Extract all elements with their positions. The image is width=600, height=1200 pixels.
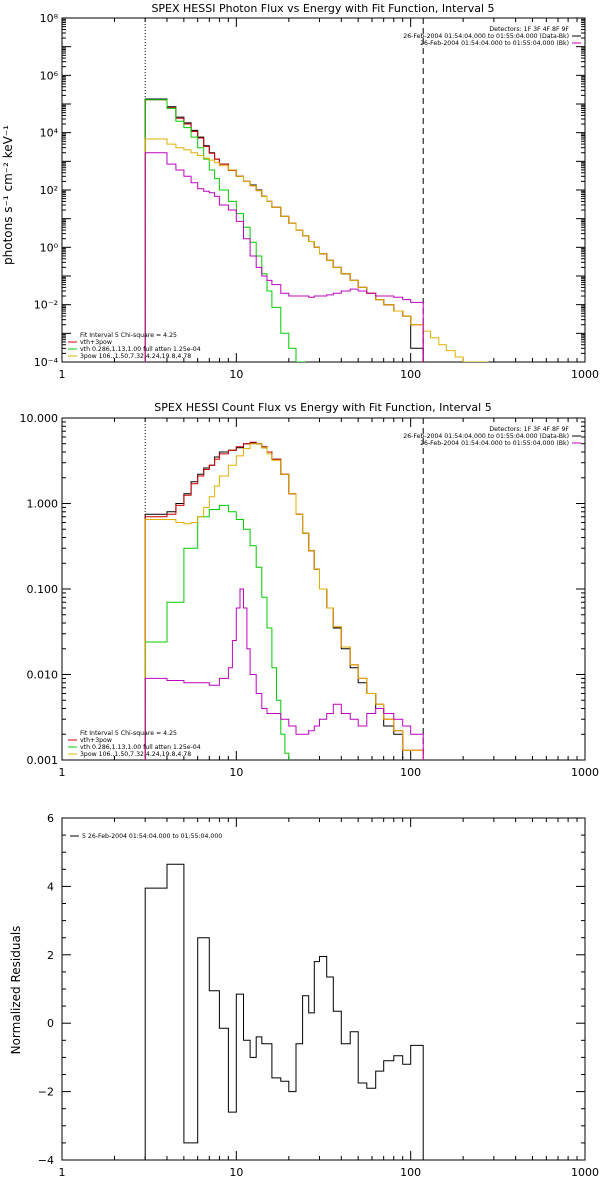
x-tick-label: 1 <box>59 368 66 381</box>
x-tick-label: 1000 <box>571 368 599 381</box>
x-tick-label: 10 <box>229 1166 243 1179</box>
x-tick-label: 10 <box>229 368 243 381</box>
y-tick-label: 1.000 <box>27 498 59 511</box>
y-tick-label: 6 <box>47 812 54 825</box>
y-tick-label: 0.010 <box>27 669 59 682</box>
y-tick-label: −4 <box>38 1154 54 1167</box>
x-tick-label: 100 <box>400 368 421 381</box>
y-tick-label: −2 <box>38 1086 54 1099</box>
y-tick-label: 2 <box>47 949 54 962</box>
x-tick-label: 1 <box>59 766 66 779</box>
y-tick-label: 10.000 <box>20 412 59 425</box>
x-tick-label: 100 <box>400 1166 421 1179</box>
series-line <box>144 441 424 760</box>
legend-text: Detectors: 1F 3F 4F 8F 9F <box>489 426 569 433</box>
x-tick-label: 100 <box>400 766 421 779</box>
series-group <box>144 441 424 760</box>
residuals-panel: Normalized Residuals 1 10 100 1000 −4 −2 0 2 4 6 5… <box>9 812 599 1179</box>
legend-text: Fit Interval 5 Chi-square = 4.25 <box>80 730 177 737</box>
legend-text: 3pow 106.,1.50,7.32,4.24,19.8,4.78 <box>80 353 191 360</box>
legend-text: vth+3pow <box>80 339 112 346</box>
x-tick-label: 1 <box>59 1166 66 1179</box>
x-tick-label: 1000 <box>571 766 599 779</box>
legend-text: Detectors: 1F 3F 4F 8F 9F <box>489 26 569 33</box>
y-tick-label: 10⁰ <box>40 241 59 254</box>
y-tick-label: 10⁶ <box>40 69 59 82</box>
series-line <box>144 99 424 362</box>
series-line <box>144 443 424 760</box>
legend-text: vth 0.286,1.13,1.00 full atten 1.25e-04 <box>80 744 201 751</box>
legend-text: 26-Feb-2004 01:54:04.000 to 01:55:04.000… <box>420 440 569 447</box>
legend-text: Fit Interval 5 Chi-square = 4.25 <box>80 332 177 339</box>
y-tick-label: 0 <box>47 1017 54 1030</box>
count-flux-panel: SPEX HESSI Count Flux vs Energy with Fit… <box>20 401 600 779</box>
y-tick-label: 4 <box>47 880 54 893</box>
y-tick-label: 10⁻⁴ <box>34 356 59 369</box>
series-group <box>144 863 424 1160</box>
legend-text: 3pow 106.,1.50,7.32,4.24,19.8,4.78 <box>80 751 191 758</box>
chart-title: SPEX HESSI Photon Flux vs Energy with Fi… <box>151 2 494 15</box>
y-axis-label: Normalized Residuals <box>9 926 23 1055</box>
x-tick-label: 1000 <box>571 1166 599 1179</box>
plot-frame <box>61 17 586 363</box>
y-axis-label: photons s⁻¹ cm⁻² keV⁻¹ <box>1 125 15 265</box>
series-line <box>144 152 424 362</box>
series-line <box>144 588 424 760</box>
y-tick-label: 10² <box>40 184 58 197</box>
y-tick-label: 10⁸ <box>40 12 59 25</box>
legend-text: 26-Feb-2004 01:54:04.000 to 01:55:04.000… <box>420 40 569 47</box>
legend-text: 5 26-Feb-2004 01:54:04.000 to 01:55:04.0… <box>82 833 222 840</box>
photon-flux-panel: SPEX HESSI Photon Flux vs Energy with Fi… <box>1 2 599 381</box>
legend-text: 26-Feb-2004 01:54:04.000 to 01:55:04.000… <box>403 33 569 40</box>
legend-text: vth 0.286,1.13,1.00 full atten 1.25e-04 <box>80 346 201 353</box>
series-line <box>144 99 306 362</box>
legend-text: 26-Feb-2004 01:54:04.000 to 01:55:04.000… <box>403 433 569 440</box>
series-line <box>144 504 290 760</box>
legend-text: vth+3pow <box>80 737 112 744</box>
series-line <box>144 98 424 362</box>
y-tick-label: 0.001 <box>27 754 59 767</box>
series-line <box>144 442 424 760</box>
x-tick-label: 10 <box>229 766 243 779</box>
series-line <box>144 863 424 1160</box>
series-group <box>144 98 489 362</box>
plot-frame <box>61 817 586 1161</box>
y-tick-label: 0.100 <box>27 583 59 596</box>
y-tick-label: 10⁴ <box>40 127 59 140</box>
series-line <box>144 138 489 362</box>
y-tick-label: 10⁻² <box>34 299 58 312</box>
chart-title: SPEX HESSI Count Flux vs Energy with Fit… <box>154 401 491 414</box>
